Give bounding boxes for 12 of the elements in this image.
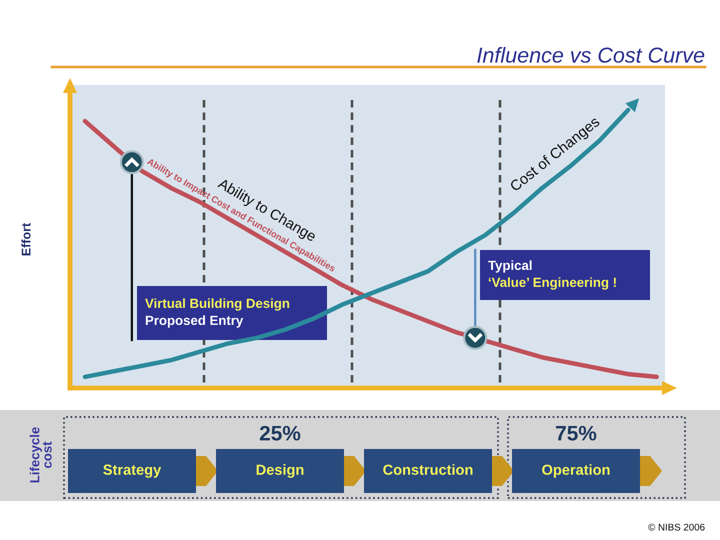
y-axis-title: Effort: [21, 223, 31, 256]
text: 75%: [556, 426, 596, 441]
chart-title: Influence vs Cost Curve: [477, 46, 704, 63]
text: 25%: [260, 426, 300, 441]
category-label: Strategy: [103, 464, 162, 478]
category-label: Construction: [383, 464, 472, 475]
category-label: Design: [256, 464, 304, 478]
text: Lifecycle cost: [30, 427, 52, 482]
annotation: Virtual Building Design Proposed Entry: [145, 298, 290, 328]
text: © NIBS 2006: [648, 524, 705, 531]
category-label: Operation: [542, 464, 610, 478]
annotation: Typical ‘Value’ Engineering !: [488, 260, 616, 290]
